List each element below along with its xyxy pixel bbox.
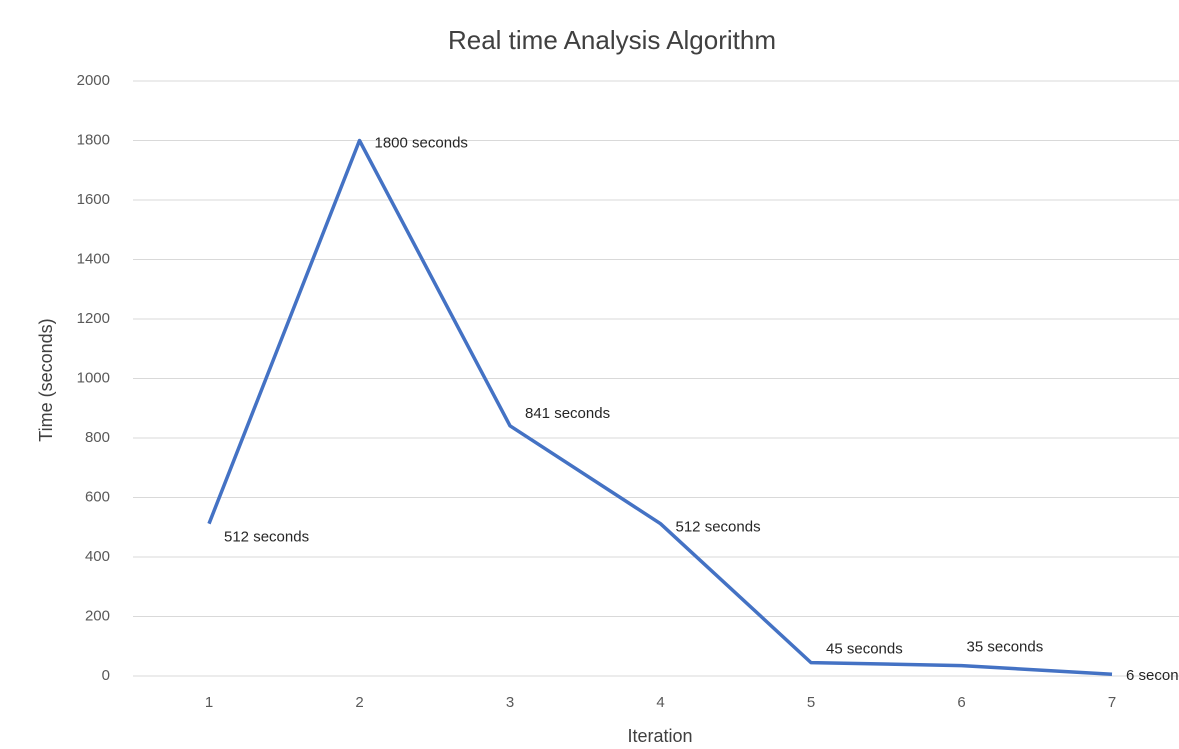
y-tick-label: 200 <box>85 607 110 624</box>
x-tick-label: 4 <box>656 694 664 711</box>
x-tick-label: 1 <box>205 694 213 711</box>
x-tick-label: 2 <box>355 694 363 711</box>
y-tick-label: 800 <box>85 429 110 446</box>
y-tick-label: 1400 <box>77 250 110 267</box>
x-tick-label: 7 <box>1108 694 1116 711</box>
chart-title: Real time Analysis Algorithm <box>448 25 776 55</box>
y-tick-label: 1200 <box>77 310 110 327</box>
y-axis-label: Time (seconds) <box>36 318 56 441</box>
y-tick-label: 1000 <box>77 369 110 386</box>
data-label: 45 seconds <box>826 641 903 658</box>
data-label: 841 seconds <box>525 405 610 422</box>
x-tick-label: 3 <box>506 694 514 711</box>
y-tick-label: 400 <box>85 548 110 565</box>
data-label: 512 seconds <box>224 529 309 546</box>
x-tick-label: 6 <box>957 694 965 711</box>
y-tick-label: 2000 <box>77 72 110 89</box>
x-tick-label: 5 <box>807 694 815 711</box>
y-tick-label: 600 <box>85 488 110 505</box>
data-label: 35 seconds <box>967 639 1044 656</box>
data-label: 1800 seconds <box>375 134 468 151</box>
y-tick-label: 0 <box>102 667 110 684</box>
y-tick-label: 1800 <box>77 131 110 148</box>
data-label: 512 seconds <box>676 519 761 536</box>
x-axis-label: Iteration <box>627 726 692 746</box>
data-line <box>207 138 1113 676</box>
data-label: 6 seconds <box>1126 667 1179 684</box>
y-tick-label: 1600 <box>77 191 110 208</box>
